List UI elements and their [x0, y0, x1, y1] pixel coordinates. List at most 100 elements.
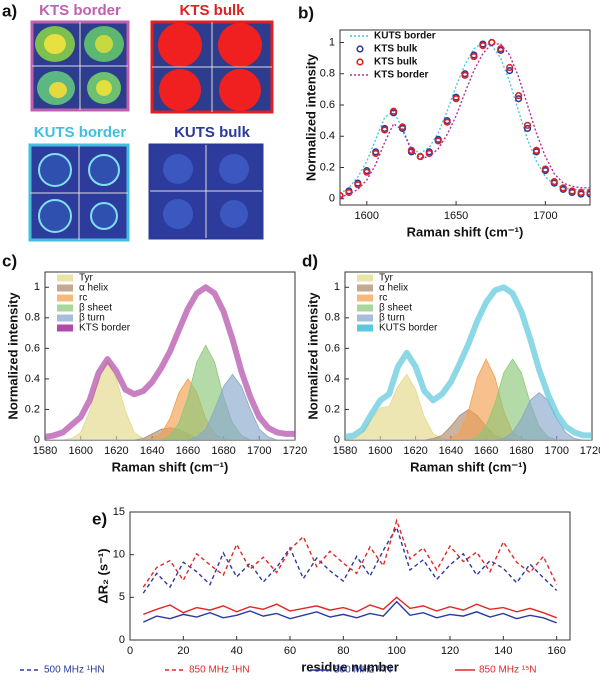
legend-swatch	[57, 304, 73, 312]
y-tick-label: 1	[329, 36, 335, 48]
legend-label: 850 MHz ¹⁵N	[479, 665, 537, 676]
component-area	[45, 378, 295, 440]
legend-swatch	[57, 294, 73, 302]
data-line	[143, 600, 557, 624]
x-tick-label: 1680	[211, 445, 235, 457]
data-point	[568, 187, 576, 195]
data-point	[506, 67, 514, 75]
component-area	[45, 344, 295, 440]
legend-swatch	[357, 314, 373, 322]
y-tick-label: 0	[34, 434, 40, 446]
y-tick-label: 0.2	[325, 403, 340, 415]
plot-area	[142, 518, 558, 624]
data-point	[532, 146, 541, 154]
data-point	[452, 95, 460, 103]
y-tick-label: 0.2	[320, 161, 335, 173]
legend-swatch	[57, 324, 73, 332]
legend-label: β sheet	[379, 303, 412, 314]
x-tick-label: 160	[547, 645, 565, 657]
data-line	[143, 596, 557, 619]
chart-panel: d) Raman shift (cm⁻¹) Normalized intensity…	[302, 251, 600, 474]
image-title: KTS bulk	[179, 2, 245, 19]
data-point	[514, 92, 523, 100]
plot-frame	[339, 29, 591, 206]
legend-label: Tyr	[79, 273, 94, 284]
data-point	[340, 192, 344, 200]
x-tick-label: 1680	[509, 445, 533, 457]
legend-label: α helix	[379, 283, 408, 294]
y-tick-label: 0	[329, 193, 335, 205]
y-tick-label: 1	[334, 281, 340, 293]
data-point	[470, 52, 478, 61]
data-point	[363, 168, 371, 176]
y-tick-label: 0.4	[320, 130, 335, 142]
panel-label: a)	[2, 1, 17, 20]
legend-label: β turn	[379, 313, 405, 324]
data-point	[479, 42, 487, 50]
x-tick-label: 1600	[68, 445, 92, 457]
legend-swatch	[356, 58, 364, 66]
legend-swatch	[357, 294, 373, 302]
legend-swatch	[57, 274, 73, 282]
x-tick-label: 1600	[355, 210, 379, 222]
legend-swatch	[357, 284, 373, 292]
x-tick-label: 1650	[444, 210, 468, 222]
data-point	[443, 118, 451, 126]
y-tick-label: 5	[119, 591, 125, 603]
component-area	[45, 359, 295, 440]
y-tick-label: 0.4	[325, 373, 340, 385]
y-tick-label: 15	[113, 506, 125, 518]
data-point	[497, 45, 505, 53]
x-tick-label: 80	[337, 645, 349, 657]
y-axis-label: Normalized intensity	[303, 53, 318, 181]
legend-label: 500 MHz ¹HN	[44, 665, 105, 676]
data-line	[340, 43, 590, 198]
data-point	[372, 149, 380, 158]
x-tick-label: 1620	[104, 445, 128, 457]
legend-swatch	[357, 324, 373, 332]
image-kuts-bulk	[148, 143, 264, 240]
legend-label: KTS border	[374, 70, 429, 81]
data-point	[559, 184, 567, 192]
image-kuts-border	[28, 143, 130, 242]
data-point	[586, 188, 590, 197]
spectrum-band	[345, 284, 592, 440]
data-point	[506, 63, 514, 72]
legend-label: rc	[79, 293, 87, 304]
y-axis-label: Normalized intensity	[305, 292, 320, 420]
data-point	[381, 126, 389, 134]
legend-label: Tyr	[379, 273, 394, 284]
panel-label: d)	[302, 251, 318, 270]
y-tick-label: 10	[113, 549, 125, 561]
plot-area	[340, 38, 590, 200]
panel-label: b)	[298, 3, 314, 22]
x-tick-label: 100	[387, 645, 405, 657]
legend-label: KTS bulk	[374, 57, 418, 68]
y-tick-label: 0	[334, 434, 340, 446]
data-point	[407, 146, 416, 154]
data-point	[550, 177, 558, 186]
y-tick-label: 0.6	[25, 342, 40, 354]
legend-swatch	[357, 274, 373, 282]
legend-label: KUTS border	[379, 323, 438, 334]
legend-label: rc	[379, 293, 387, 304]
data-line	[142, 525, 558, 594]
x-tick-label: 1660	[176, 445, 200, 457]
y-axis-label: Normalized intensity	[5, 292, 20, 420]
x-tick-label: 1720	[283, 445, 307, 457]
x-tick-label: 1600	[368, 445, 392, 457]
component-area	[45, 373, 295, 440]
x-axis-label: Raman shift (cm⁻¹)	[410, 459, 527, 474]
legend-swatch	[57, 284, 73, 292]
x-tick-label: 1640	[439, 445, 463, 457]
x-tick-label: 0	[127, 645, 133, 657]
x-tick-label: 1720	[580, 445, 600, 457]
chart-panel: c) Raman shift (cm⁻¹) Normalized intensity…	[2, 251, 307, 474]
legend-label: β sheet	[79, 303, 112, 314]
y-tick-label: 0	[119, 634, 125, 646]
x-tick-label: 20	[177, 645, 189, 657]
legend-label: 500 MHz ¹⁵N	[334, 665, 392, 676]
image-title: KUTS border	[34, 124, 127, 141]
